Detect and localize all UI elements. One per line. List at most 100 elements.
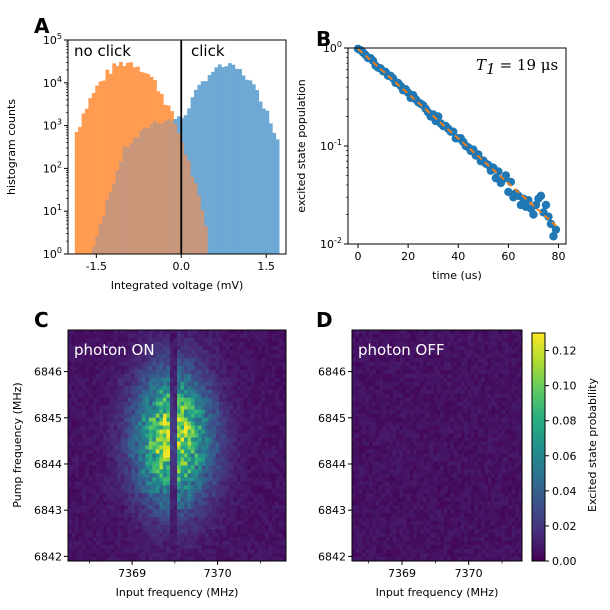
heatmap-cell — [382, 413, 387, 419]
heatmap-cell — [222, 537, 227, 542]
heatmap-cell — [369, 353, 373, 359]
heatmap-cell — [464, 413, 468, 419]
heatmap-cell — [389, 361, 394, 367]
heatmap-cell — [68, 353, 72, 359]
heatmap-cell — [212, 413, 217, 419]
heatmap-cell — [498, 393, 502, 399]
heatmap-cell — [222, 353, 227, 359]
heatmap-cell — [85, 401, 90, 407]
heatmap-cell — [187, 377, 192, 383]
heatmap-cell — [212, 341, 217, 347]
heatmap-cell — [240, 505, 245, 510]
heatmap-cell — [159, 505, 164, 510]
heatmap-cell — [365, 397, 370, 403]
heatmap-cell — [134, 445, 139, 450]
heatmap-cell — [243, 365, 248, 371]
heatmap-cell — [169, 549, 174, 554]
heatmap-cell — [82, 533, 86, 538]
heatmap-cell — [92, 477, 97, 482]
heatmap-cell — [358, 333, 363, 339]
heatmap-cell — [215, 533, 220, 538]
heatmap-cell — [205, 441, 210, 446]
heatmap-cell — [134, 441, 139, 446]
heatmap-cell — [233, 545, 238, 550]
heatmap-cell — [457, 337, 462, 343]
heatmap-cell — [89, 405, 94, 411]
heatmap-cell — [194, 537, 199, 542]
heatmap-cell — [205, 337, 210, 343]
heatmap-cell — [184, 517, 188, 522]
heatmap-cell — [278, 513, 283, 518]
heatmap-cell — [141, 397, 146, 403]
heatmap-cell — [103, 465, 108, 470]
heatmap-cell — [208, 413, 213, 419]
heatmap-cell — [254, 497, 259, 502]
heatmap-cell — [365, 361, 370, 367]
heatmap-cell — [264, 389, 269, 395]
heatmap-cell — [134, 477, 139, 482]
heatmap-cell — [201, 521, 206, 526]
heatmap-cell — [169, 477, 174, 482]
heatmap-cell — [169, 493, 174, 498]
heatmap-cell — [103, 381, 108, 387]
heatmap-cell — [113, 405, 118, 411]
heatmap-cell — [484, 373, 489, 379]
heatmap-cell — [78, 393, 83, 399]
heatmap-cell — [92, 481, 97, 486]
heatmap-cell — [386, 405, 390, 411]
heatmap-cell — [152, 377, 157, 383]
heatmap-cell — [180, 341, 185, 347]
heatmap-cell — [450, 330, 455, 335]
heatmap-cell — [389, 345, 394, 351]
heatmap-cell — [173, 541, 178, 546]
heatmap-cell — [399, 405, 404, 411]
heatmap-cell — [460, 381, 465, 387]
heatmap-cell — [138, 401, 143, 407]
heatmap-cell — [494, 341, 499, 347]
heatmap-cell — [282, 345, 287, 351]
heatmap-cell — [187, 365, 192, 371]
histogram-overlap-bar — [136, 136, 140, 254]
heatmap-cell — [110, 433, 115, 438]
heatmap-cell — [127, 469, 132, 474]
heatmap-cell — [75, 385, 79, 391]
heatmap-cell — [511, 333, 516, 339]
heatmap-cell — [243, 369, 248, 375]
heatmap-cell — [138, 441, 143, 446]
heatmap-cell — [257, 397, 262, 403]
heatmap-cell — [205, 477, 210, 482]
heatmap-cell — [498, 361, 502, 367]
heatmap-cell — [355, 405, 360, 411]
heatmap-cell — [141, 465, 146, 470]
heatmap-cell — [159, 413, 164, 419]
heatmap-cell — [177, 349, 181, 355]
heatmap-cell — [243, 389, 248, 395]
heatmap-cell — [201, 477, 206, 482]
heatmap-cell — [184, 409, 188, 415]
heatmap-cell — [491, 405, 496, 411]
heatmap-cell — [96, 541, 101, 546]
heatmap-cell — [474, 345, 479, 351]
heatmap-cell — [250, 445, 255, 450]
heatmap-cell — [254, 417, 259, 422]
heatmap-cell — [110, 365, 115, 371]
heatmap-cell — [406, 409, 411, 415]
heatmap-cell — [243, 377, 248, 383]
heatmap-cell — [117, 517, 122, 522]
heatmap-cell — [92, 333, 97, 339]
heatmap-cell — [127, 505, 132, 510]
heatmap-cell — [205, 537, 210, 542]
heatmap-cell — [433, 349, 438, 355]
heatmap-cell — [420, 397, 424, 403]
heatmap-cell — [148, 469, 153, 474]
heatmap-cell — [169, 409, 174, 415]
heatmap-cell — [250, 429, 255, 434]
heatmap-cell — [369, 349, 373, 355]
heatmap-cell — [124, 469, 129, 474]
heatmap-cell — [145, 489, 150, 494]
heatmap-cell — [212, 437, 217, 442]
heatmap-cell — [219, 537, 224, 542]
heatmap-cell — [254, 437, 259, 442]
heatmap-cell — [205, 517, 210, 522]
heatmap-cell — [413, 409, 417, 415]
